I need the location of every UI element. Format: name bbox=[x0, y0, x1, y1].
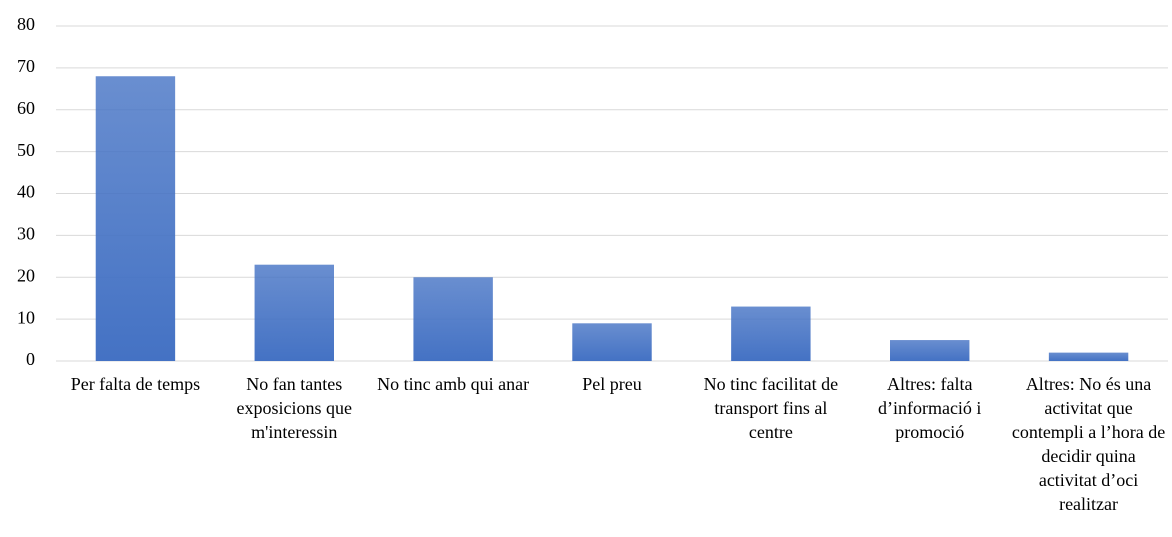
bar bbox=[1048, 352, 1129, 361]
y-tick-label: 40 bbox=[17, 182, 35, 202]
y-tick-label: 20 bbox=[17, 265, 35, 285]
x-tick-label: Altres: No és una activitat que contempl… bbox=[1011, 374, 1166, 514]
bar bbox=[890, 340, 970, 361]
y-tick-label: 30 bbox=[17, 224, 35, 244]
y-tick-label: 0 bbox=[26, 349, 35, 369]
y-tick-label: 10 bbox=[17, 307, 35, 327]
x-tick-label: No fan tantes exposicions que m'interess… bbox=[236, 374, 353, 442]
x-tick-label: Per falta de temps bbox=[70, 374, 201, 394]
x-tick-label: No tinc amb qui anar bbox=[377, 374, 530, 394]
y-tick-label: 70 bbox=[17, 56, 35, 76]
y-tick-label: 50 bbox=[17, 140, 35, 160]
bar bbox=[254, 264, 334, 361]
bar bbox=[731, 306, 811, 361]
y-tick-label: 60 bbox=[17, 98, 35, 118]
x-tick-label: Pel preu bbox=[582, 374, 642, 394]
bar bbox=[572, 323, 652, 361]
bar bbox=[413, 277, 493, 361]
x-tick-label: Altres: falta d’informació i promoció bbox=[877, 374, 982, 442]
x-tick-label: No tinc facilitat de transport fins al c… bbox=[703, 374, 839, 442]
bar bbox=[95, 76, 176, 361]
y-tick-label: 80 bbox=[17, 14, 35, 34]
